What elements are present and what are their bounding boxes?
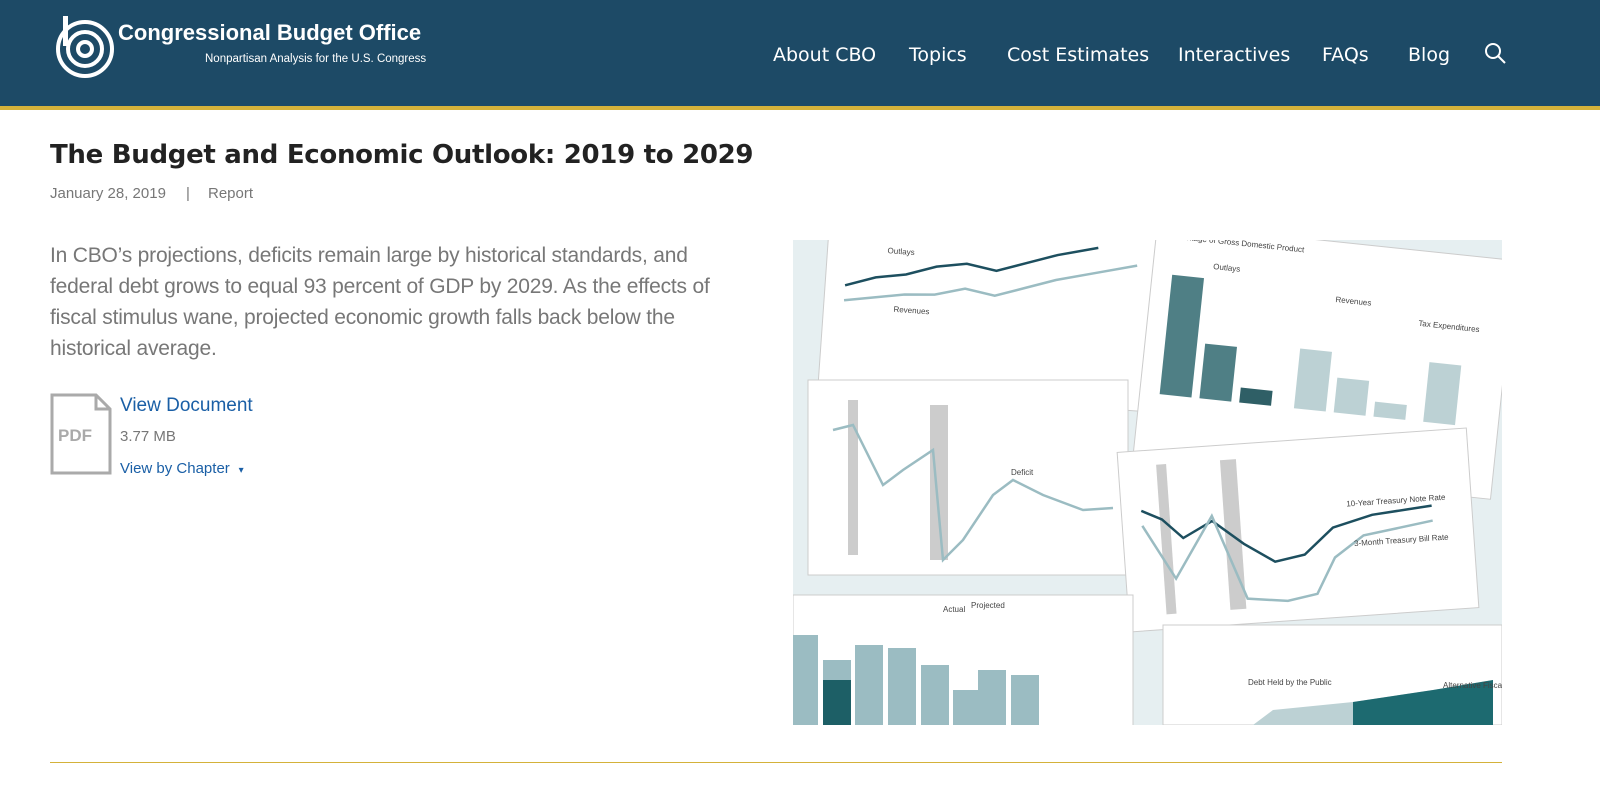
panel: Actual Projected	[793, 594, 1134, 725]
logo[interactable]	[55, 16, 115, 78]
search-icon[interactable]	[1484, 42, 1508, 66]
header: Congressional Budget Office Nonpartisan …	[0, 0, 1600, 110]
site-title[interactable]: Congressional Budget Office	[118, 20, 422, 45]
file-size: 3.77 MB	[120, 428, 176, 445]
nav-link[interactable]: Blog	[1408, 44, 1450, 66]
image-label: Outlays	[887, 246, 915, 257]
image-label: Deficit	[1011, 468, 1034, 477]
report-image: Outlays Revenues Percentage of Gross Dom…	[793, 240, 1502, 725]
pdf-label: PDF	[58, 426, 92, 445]
separator: |	[186, 185, 190, 202]
divider	[50, 762, 1502, 763]
panel: Percentage of Gross Domestic Product Out…	[1131, 240, 1502, 500]
panel: 10-Year Treasury Note Rate 3-Month Treas…	[1116, 427, 1480, 633]
nav-link[interactable]: Cost Estimates	[1007, 44, 1150, 66]
summary: In CBO’s projections, deficits remain la…	[50, 244, 710, 360]
image-label: Outlays	[1213, 262, 1241, 274]
article-title: The Budget and Economic Outlook: 2019 to…	[50, 140, 754, 170]
panel: Deficit	[807, 379, 1129, 576]
view-by-chapter[interactable]: View by Chapter	[120, 460, 244, 477]
nav-link[interactable]: FAQs	[1322, 44, 1369, 66]
image-label: Projected	[971, 601, 1005, 610]
image-label: Debt Held by the Public	[1248, 678, 1332, 687]
view-document-link[interactable]: View Document	[120, 395, 253, 416]
site-subtitle: Nonpartisan Analysis for the U.S. Congre…	[205, 53, 427, 65]
nav-link[interactable]: Interactives	[1178, 44, 1291, 66]
type: Report	[208, 185, 254, 202]
pdf-icon[interactable]	[50, 393, 112, 475]
image-label: Alternative Fiscal Scenario	[1443, 681, 1502, 690]
nav-link[interactable]: Topics	[909, 44, 967, 66]
nav-link[interactable]: About CBO	[773, 44, 877, 66]
date: January 28, 2019	[50, 185, 166, 202]
image-label: Actual	[943, 605, 965, 614]
panel: Debt Held by the Public Alternative Fisc…	[1162, 624, 1502, 725]
image-label: Revenues	[893, 305, 930, 316]
image-label: Revenues	[1335, 295, 1372, 308]
